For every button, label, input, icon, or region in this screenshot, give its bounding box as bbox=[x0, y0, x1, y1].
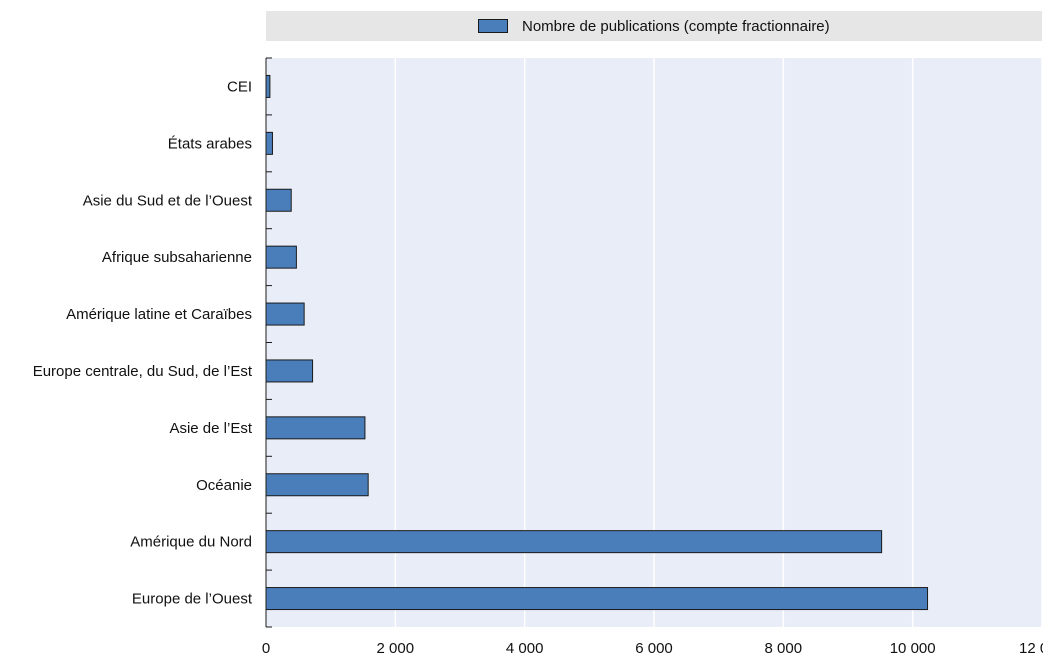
bar bbox=[265, 530, 883, 554]
bar bbox=[265, 245, 297, 269]
category-label: Afrique subsaharienne bbox=[102, 249, 252, 266]
category-label: CEI bbox=[227, 78, 252, 95]
x-tick-label: 2 000 bbox=[377, 640, 415, 656]
category-label: États arabes bbox=[168, 135, 252, 152]
x-tick-label: 6 000 bbox=[635, 640, 673, 656]
x-tick-label: 0 bbox=[262, 640, 270, 656]
bar bbox=[265, 473, 369, 497]
bar bbox=[265, 302, 305, 326]
bar bbox=[265, 416, 366, 440]
x-tick-label: 10 000 bbox=[890, 640, 936, 656]
legend-label: Nombre de publications (compte fractionn… bbox=[522, 17, 830, 35]
category-label: Amérique du Nord bbox=[130, 534, 252, 551]
x-tick-label: 8 000 bbox=[765, 640, 803, 656]
bar bbox=[265, 359, 314, 383]
category-label: Amérique latine et Caraïbes bbox=[66, 306, 252, 323]
legend-entry: Nombre de publications (compte fractionn… bbox=[478, 11, 830, 41]
bar bbox=[265, 74, 271, 98]
category-label: Asie de l’Est bbox=[169, 420, 252, 437]
category-label: Europe de l’Ouest bbox=[132, 591, 253, 608]
category-label: Asie du Sud et de l’Ouest bbox=[83, 192, 253, 209]
bar bbox=[265, 587, 929, 611]
bar bbox=[265, 188, 292, 212]
legend: Nombre de publications (compte fractionn… bbox=[266, 11, 1042, 41]
category-label: Europe centrale, du Sud, de l’Est bbox=[33, 363, 253, 380]
x-tick-label: 4 000 bbox=[506, 640, 544, 656]
x-tick-label: 12 000 bbox=[1019, 640, 1043, 656]
legend-swatch bbox=[478, 19, 508, 33]
category-label: Océanie bbox=[196, 477, 252, 494]
bar bbox=[265, 131, 273, 155]
